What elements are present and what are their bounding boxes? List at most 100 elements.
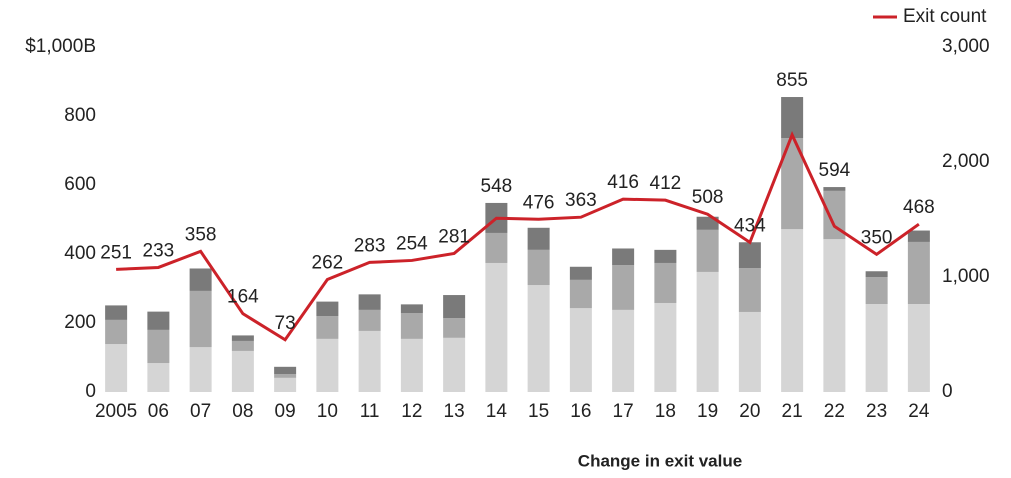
bar-segment — [569, 308, 592, 392]
bar-segment — [443, 295, 466, 319]
bar-segment — [865, 304, 888, 392]
bar-segment — [823, 187, 846, 191]
data-label: 416 — [607, 172, 639, 193]
bar-segment — [400, 304, 423, 313]
data-label: 434 — [734, 215, 766, 236]
bar-segment — [274, 377, 297, 392]
x-tick-label: 14 — [486, 401, 508, 422]
bar-segment — [612, 265, 635, 310]
y2-tick-label: 2,000 — [942, 151, 990, 172]
line — [116, 131, 920, 342]
y2-tick-label: 3,000 — [942, 36, 990, 57]
data-label: 508 — [692, 187, 724, 208]
data-label: 548 — [481, 176, 513, 197]
data-label: 281 — [438, 226, 470, 247]
x-tick-label: 06 — [148, 401, 169, 422]
data-label: 476 — [523, 192, 555, 213]
y-tick-label: 0 — [85, 381, 96, 402]
bar-segment — [823, 239, 846, 392]
bar-segment — [274, 374, 297, 378]
bar-segment — [696, 271, 719, 392]
bar-segment — [907, 241, 930, 305]
bar-segment — [400, 312, 423, 339]
x-axis-label: Change in exit value — [578, 451, 742, 470]
data-label: 468 — [903, 197, 935, 218]
bar-segment — [738, 311, 761, 392]
y-tick-label: $1,000B — [25, 36, 96, 57]
y-tick-label: 800 — [64, 105, 96, 126]
data-label: 73 — [275, 313, 296, 334]
x-tick-label: 18 — [655, 401, 676, 422]
bar-segment — [189, 347, 212, 392]
data-label: 594 — [819, 160, 851, 181]
x-tick-label: 22 — [824, 401, 845, 422]
bar-segment — [105, 344, 128, 392]
bar-segment — [274, 366, 297, 375]
x-tick-label: 08 — [232, 401, 253, 422]
y-tick-label: 200 — [64, 312, 96, 333]
y2-tick-label: 1,000 — [942, 266, 990, 287]
data-label: 283 — [354, 235, 386, 256]
bar-segment — [485, 262, 508, 392]
bar-segment — [696, 229, 719, 272]
bar-segment — [316, 301, 339, 317]
bar-segment — [147, 329, 170, 364]
bar-segment — [781, 138, 804, 230]
bar-segment — [358, 330, 381, 392]
x-tick-label: 09 — [275, 401, 296, 422]
bar-segment — [147, 311, 170, 330]
bar-segment — [316, 338, 339, 392]
data-label: 350 — [861, 227, 893, 248]
x-tick-label: 16 — [570, 401, 591, 422]
data-label: 412 — [650, 173, 682, 194]
bar-segment — [865, 277, 888, 305]
x-tick-label: 17 — [613, 401, 634, 422]
data-label: 251 — [100, 242, 132, 263]
bar-segment — [105, 305, 128, 320]
legend-label: Exit count — [903, 6, 987, 27]
y2-tick-label: 0 — [942, 381, 953, 402]
bar-segment — [231, 335, 254, 341]
bar-segment — [527, 285, 550, 392]
bar-segment — [654, 262, 677, 303]
bar-segment — [189, 268, 212, 291]
x-tick-label: 20 — [739, 401, 760, 422]
bar-segment — [612, 309, 635, 392]
bar-segment — [654, 302, 677, 392]
bar-segment — [485, 232, 508, 263]
x-tick-label: 15 — [528, 401, 549, 422]
bar-segment — [569, 279, 592, 309]
bar-segment — [189, 290, 212, 348]
bar-segment — [527, 249, 550, 286]
bar-segment — [612, 248, 635, 266]
bar-segment — [147, 363, 170, 392]
bar-segment — [105, 319, 128, 345]
x-tick-label: 23 — [866, 401, 887, 422]
bar-segment — [316, 316, 339, 339]
x-tick-label: 19 — [697, 401, 718, 422]
bar-segment — [231, 350, 254, 392]
bar-segment — [400, 338, 423, 392]
bar-segment — [823, 190, 846, 240]
data-label: 363 — [565, 190, 597, 211]
bar-segment — [865, 271, 888, 278]
x-tick-label: 10 — [317, 401, 338, 422]
bar-segment — [781, 229, 804, 392]
data-label: 358 — [185, 224, 217, 245]
x-tick-label: 24 — [908, 401, 930, 422]
y-tick-label: 400 — [64, 243, 96, 264]
bar-segment — [907, 230, 930, 242]
bar-segment — [654, 249, 677, 263]
bar-segment — [231, 340, 254, 351]
x-tick-label: 13 — [444, 401, 465, 422]
data-label: 233 — [143, 240, 175, 261]
y-tick-label: 600 — [64, 174, 96, 195]
x-tick-label: 11 — [360, 401, 380, 422]
x-tick-label: 21 — [782, 401, 803, 422]
bar-segment — [569, 266, 592, 280]
bar-segment — [358, 309, 381, 331]
data-label: 262 — [312, 253, 344, 274]
x-tick-label: 2005 — [95, 401, 137, 422]
bar-segment — [738, 268, 761, 312]
